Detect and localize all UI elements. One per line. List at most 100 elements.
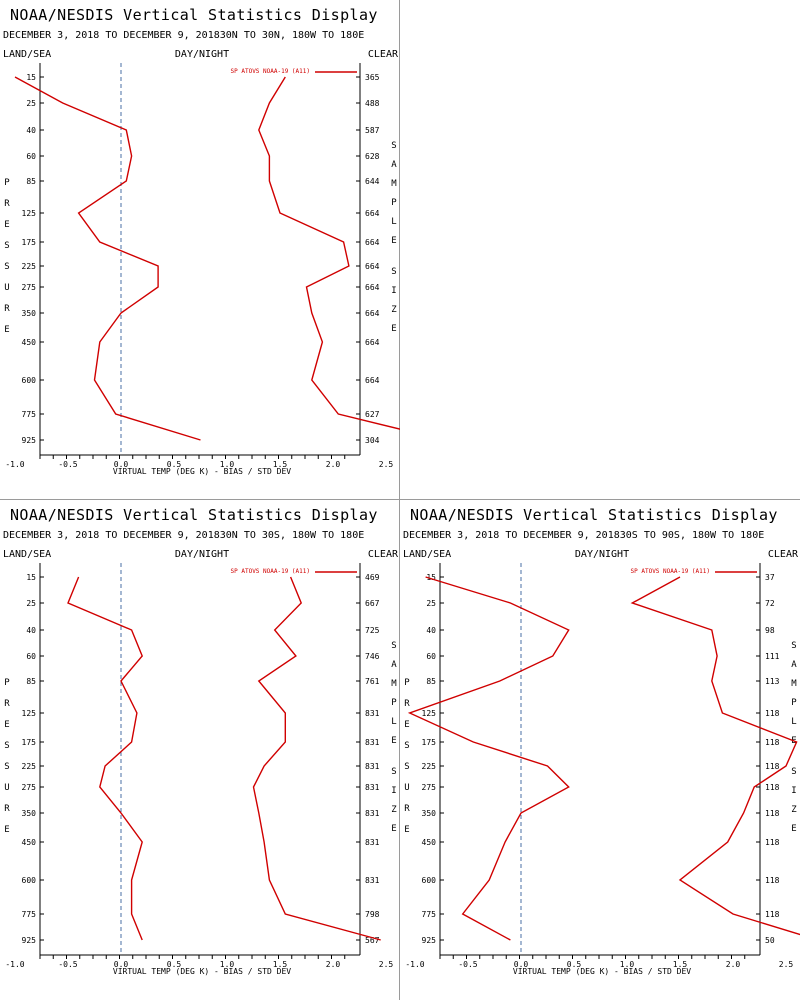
y-axis-label-letter: S: [4, 262, 9, 272]
vertical-stats-panel-1: NOAA/NESDIS Vertical Statistics Display D…: [3, 6, 400, 476]
vertical-stats-panel-2: NOAA/NESDIS Vertical Statistics Display D…: [3, 506, 399, 976]
x-tick-label: 2.5: [779, 960, 794, 969]
x-tick-label: -1.0: [5, 960, 24, 969]
pressure-tick-label: 125: [422, 709, 437, 718]
panel-subtitle: DECEMBER 3, 2018 TO DECEMBER 9, 201830N …: [3, 30, 364, 41]
x-tick-label: 0.5: [567, 960, 582, 969]
x-axis-label: VIRTUAL TEMP (DEG K) - BIAS / STD DEV: [113, 467, 291, 476]
pressure-tick-label: 25: [26, 599, 36, 608]
pressure-tick-label: 60: [26, 652, 36, 661]
pressure-tick-label: 175: [22, 238, 37, 247]
pressure-tick-label: 275: [22, 783, 37, 792]
header-land-sea: LAND/SEA: [403, 549, 451, 560]
pressure-tick-label: 175: [22, 738, 37, 747]
y-axis-label-letter: U: [404, 783, 409, 793]
y2-axis-label-letter: S: [791, 641, 796, 651]
pressure-tick-label: 450: [422, 838, 437, 847]
y2-axis-label-letter: Z: [791, 805, 797, 815]
x-tick-label: -0.5: [58, 960, 77, 969]
sample-size-label: 664: [365, 338, 380, 347]
sample-size-label: 664: [365, 209, 380, 218]
sample-size-label: 118: [765, 809, 780, 818]
y2-axis-label-letter: E: [391, 236, 396, 246]
y-axis-label-letter: S: [404, 741, 409, 751]
sample-size-label: 113: [765, 677, 780, 686]
x-tick-label: 0.5: [167, 460, 182, 469]
y2-axis-label-letter: A: [391, 660, 397, 670]
sample-size-label: 831: [365, 762, 380, 771]
pressure-tick-label: 40: [426, 626, 436, 635]
y2-axis-label-letter: S: [791, 767, 796, 777]
y2-axis-label-letter: Z: [391, 805, 397, 815]
y2-axis-label-letter: E: [791, 824, 796, 834]
sample-size-label: 725: [365, 626, 380, 635]
y2-axis-label-letter: L: [791, 717, 796, 727]
pressure-tick-label: 925: [22, 936, 37, 945]
sample-size-label: 118: [765, 838, 780, 847]
sample-size-label: 627: [365, 410, 380, 419]
std-dev-series-line: [252, 576, 381, 941]
y2-axis-label-letter: S: [391, 767, 396, 777]
panel-title: NOAA/NESDIS Vertical Statistics Display: [10, 6, 378, 24]
panel-subtitle: DECEMBER 3, 2018 TO DECEMBER 9, 201830S …: [403, 530, 764, 541]
y-axis-label-letter: S: [4, 241, 9, 251]
y-axis-label-letter: E: [4, 825, 9, 835]
header-day-night: DAY/NIGHT: [175, 549, 229, 560]
panel-title: NOAA/NESDIS Vertical Statistics Display: [10, 506, 378, 524]
sample-size-label: 664: [365, 238, 380, 247]
y-axis-label-letter: S: [4, 741, 9, 751]
sample-size-label: 831: [365, 838, 380, 847]
y-axis-label-letter: U: [4, 783, 9, 793]
pressure-tick-label: 85: [426, 677, 436, 686]
sample-size-label: 118: [765, 783, 780, 792]
sample-size-label: 118: [765, 876, 780, 885]
x-tick-label: 0.5: [167, 960, 182, 969]
std-dev-series-line: [630, 576, 800, 936]
panel-title: NOAA/NESDIS Vertical Statistics Display: [410, 506, 778, 524]
y-axis-label-letter: P: [4, 678, 10, 688]
y2-axis-label-letter: S: [391, 641, 396, 651]
sample-size-label: 469: [365, 573, 380, 582]
bias-series-line: [67, 576, 144, 941]
x-tick-label: 1.5: [273, 960, 288, 969]
sample-size-label: 98: [765, 626, 775, 635]
y-axis-label: P R E S S U R E: [404, 678, 410, 835]
pressure-tick-label: 925: [422, 936, 437, 945]
sample-size-label: 118: [765, 738, 780, 747]
y2-axis-label-letter: P: [391, 198, 397, 208]
y2-axis-label-letter: I: [791, 786, 796, 796]
sample-size-label: 831: [365, 783, 380, 792]
y2-axis-label-letter: M: [391, 679, 397, 689]
pressure-tick-label: 85: [26, 177, 36, 186]
panel-divider-horizontal: [0, 499, 800, 500]
pressure-tick-label: 125: [22, 709, 37, 718]
y2-axis-label-letter: L: [391, 717, 396, 727]
x-tick-label: 2.0: [326, 960, 341, 969]
y-axis-label-letter: E: [4, 325, 9, 335]
sample-size-label: 831: [365, 876, 380, 885]
sample-size-label: 664: [365, 283, 380, 292]
sample-size-label: 831: [365, 709, 380, 718]
pressure-tick-label: 275: [22, 283, 37, 292]
panel-subtitle: DECEMBER 3, 2018 TO DECEMBER 9, 201830N …: [3, 530, 364, 541]
x-tick-label: 2.0: [726, 960, 741, 969]
pressure-tick-label: 775: [422, 910, 437, 919]
y2-axis-label-letter: A: [791, 660, 797, 670]
pressure-tick-label: 15: [426, 573, 436, 582]
sample-size-label: 644: [365, 177, 380, 186]
pressure-tick-label: 60: [426, 652, 436, 661]
bias-series-line: [407, 576, 570, 941]
y2-axis-label-letter: S: [391, 267, 396, 277]
x-tick-label: 2.0: [326, 460, 341, 469]
y-axis-label-letter: E: [4, 720, 9, 730]
sample-size-label: 746: [365, 652, 380, 661]
y2-axis-label-letter: Z: [391, 305, 397, 315]
pressure-tick-label: 350: [22, 809, 37, 818]
x-tick-label: 2.5: [379, 960, 394, 969]
y2-axis-label-letter: L: [391, 217, 396, 227]
pressure-tick-label: 175: [422, 738, 437, 747]
y-axis-label-letter: R: [4, 804, 10, 814]
x-tick-label: 1.5: [673, 960, 688, 969]
y2-axis-label-letter: S: [391, 141, 396, 151]
